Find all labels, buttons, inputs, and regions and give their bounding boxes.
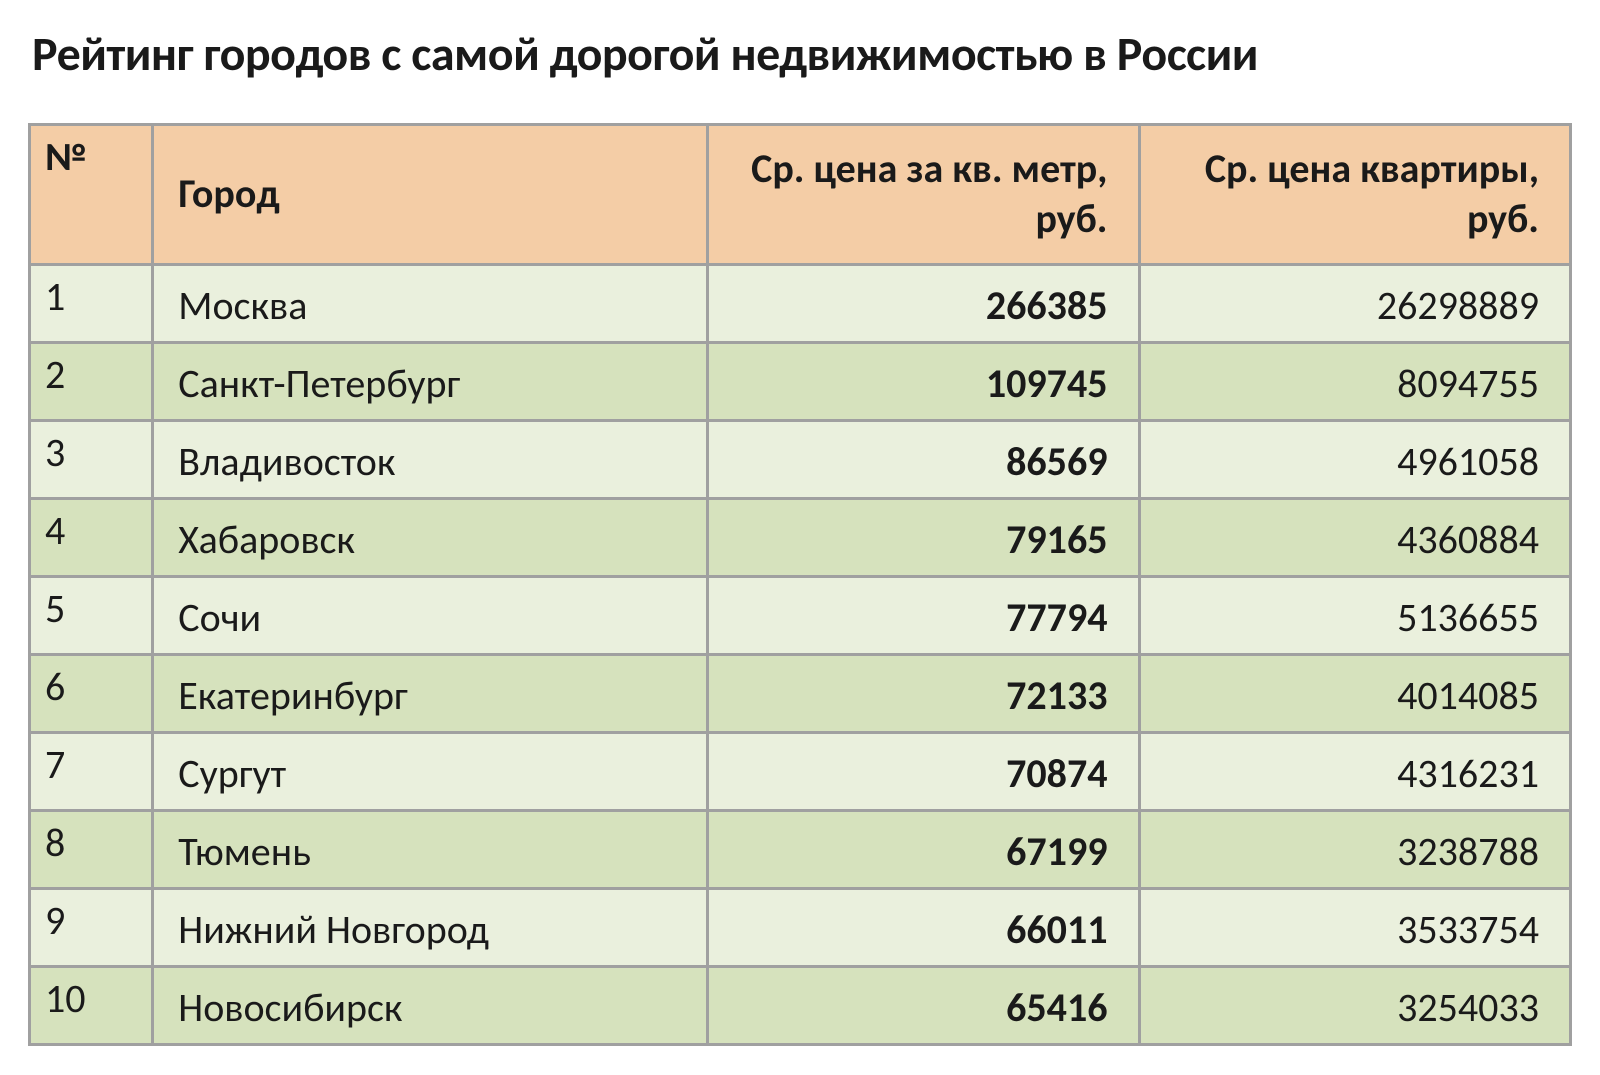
page-title: Рейтинг городов с самой дорогой недвижим…: [32, 24, 1572, 83]
col-header-rank: №: [30, 125, 153, 265]
cell-rank: 7: [30, 733, 153, 811]
cell-city: Сочи: [153, 577, 708, 655]
table-row: 2 Санкт-Петербург 109745 8094755: [30, 343, 1571, 421]
cell-flat: 5136655: [1139, 577, 1571, 655]
cell-flat: 26298889: [1139, 265, 1571, 343]
cell-city: Новосибирск: [153, 967, 708, 1045]
cell-flat: 3533754: [1139, 889, 1571, 967]
cell-rank: 10: [30, 967, 153, 1045]
cell-flat: 3254033: [1139, 967, 1571, 1045]
cell-city: Москва: [153, 265, 708, 343]
cell-rank: 5: [30, 577, 153, 655]
col-header-sqm: Ср. цена за кв. метр, руб.: [708, 125, 1139, 265]
cell-sqm: 72133: [708, 655, 1139, 733]
cell-rank: 9: [30, 889, 153, 967]
cell-flat: 8094755: [1139, 343, 1571, 421]
cell-flat: 4316231: [1139, 733, 1571, 811]
cell-flat: 4360884: [1139, 499, 1571, 577]
cell-sqm: 266385: [708, 265, 1139, 343]
cell-sqm: 66011: [708, 889, 1139, 967]
cell-city: Сургут: [153, 733, 708, 811]
cell-sqm: 65416: [708, 967, 1139, 1045]
cell-flat: 4014085: [1139, 655, 1571, 733]
table-header-row: № Город Ср. цена за кв. метр, руб. Ср. ц…: [30, 125, 1571, 265]
table-row: 4 Хабаровск 79165 4360884: [30, 499, 1571, 577]
cell-sqm: 77794: [708, 577, 1139, 655]
table-row: 3 Владивосток 86569 4961058: [30, 421, 1571, 499]
cell-city: Санкт-Петербург: [153, 343, 708, 421]
cell-rank: 4: [30, 499, 153, 577]
cell-rank: 8: [30, 811, 153, 889]
cell-flat: 4961058: [1139, 421, 1571, 499]
cell-rank: 3: [30, 421, 153, 499]
table-row: 10 Новосибирск 65416 3254033: [30, 967, 1571, 1045]
cell-sqm: 79165: [708, 499, 1139, 577]
cell-rank: 2: [30, 343, 153, 421]
cell-sqm: 86569: [708, 421, 1139, 499]
cell-sqm: 67199: [708, 811, 1139, 889]
table-row: 6 Екатеринбург 72133 4014085: [30, 655, 1571, 733]
ranking-table: № Город Ср. цена за кв. метр, руб. Ср. ц…: [28, 123, 1572, 1046]
cell-flat: 3238788: [1139, 811, 1571, 889]
table-row: 1 Москва 266385 26298889: [30, 265, 1571, 343]
cell-sqm: 70874: [708, 733, 1139, 811]
cell-city: Тюмень: [153, 811, 708, 889]
table-row: 9 Нижний Новгород 66011 3533754: [30, 889, 1571, 967]
table-row: 8 Тюмень 67199 3238788: [30, 811, 1571, 889]
cell-city: Екатеринбург: [153, 655, 708, 733]
table-row: 5 Сочи 77794 5136655: [30, 577, 1571, 655]
cell-rank: 6: [30, 655, 153, 733]
cell-city: Владивосток: [153, 421, 708, 499]
cell-sqm: 109745: [708, 343, 1139, 421]
col-header-city: Город: [153, 125, 708, 265]
table-row: 7 Сургут 70874 4316231: [30, 733, 1571, 811]
cell-city: Нижний Новгород: [153, 889, 708, 967]
col-header-flat: Ср. цена квартиры, руб.: [1139, 125, 1571, 265]
cell-city: Хабаровск: [153, 499, 708, 577]
cell-rank: 1: [30, 265, 153, 343]
table-body: 1 Москва 266385 26298889 2 Санкт-Петербу…: [30, 265, 1571, 1045]
